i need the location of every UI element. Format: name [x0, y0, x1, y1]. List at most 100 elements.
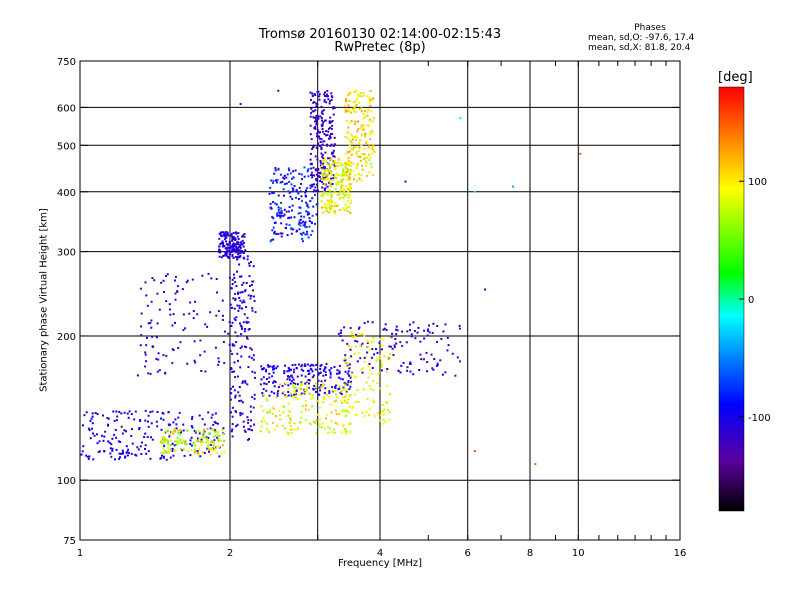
data-point — [290, 394, 293, 397]
data-point — [354, 135, 356, 138]
data-point — [329, 373, 332, 376]
data-point — [330, 170, 333, 173]
data-point — [322, 369, 325, 372]
data-point — [230, 325, 233, 327]
data-point — [247, 328, 250, 331]
data-point — [235, 232, 238, 235]
data-point — [292, 176, 295, 179]
data-point — [233, 361, 236, 364]
data-point — [218, 251, 221, 253]
data-point — [353, 375, 356, 378]
data-point — [317, 379, 320, 382]
data-point — [149, 411, 152, 414]
data-point — [322, 159, 325, 162]
data-point — [353, 110, 355, 113]
data-point — [150, 300, 153, 303]
data-point — [234, 297, 237, 300]
data-point — [304, 399, 307, 402]
data-point — [372, 173, 374, 176]
data-point — [378, 357, 381, 360]
data-point — [224, 247, 227, 250]
data-point — [347, 194, 350, 197]
data-point — [208, 448, 211, 451]
data-point — [139, 445, 142, 448]
data-point — [197, 437, 199, 440]
data-point — [312, 205, 315, 208]
data-point — [175, 423, 178, 426]
data-point — [362, 125, 365, 128]
data-point — [352, 107, 354, 110]
data-point — [309, 124, 312, 127]
data-point — [332, 210, 335, 213]
data-point — [342, 409, 345, 412]
data-point — [121, 449, 124, 452]
data-point — [189, 301, 192, 304]
data-point — [315, 390, 317, 393]
data-point — [240, 242, 243, 245]
data-point — [245, 321, 248, 324]
data-point — [348, 388, 351, 391]
data-point — [220, 256, 223, 259]
data-point — [330, 403, 333, 406]
data-point — [237, 241, 240, 244]
data-point — [309, 187, 312, 190]
data-point — [309, 91, 312, 94]
data-point — [235, 242, 238, 245]
data-point — [242, 425, 245, 428]
data-point — [203, 451, 206, 454]
data-point — [98, 440, 101, 443]
data-point — [361, 411, 364, 414]
data-point — [409, 370, 412, 373]
data-point — [348, 411, 350, 414]
data-point — [231, 249, 234, 252]
data-point — [322, 384, 325, 386]
data-point — [328, 184, 331, 187]
data-point — [250, 419, 253, 422]
data-point — [248, 262, 251, 265]
data-point — [239, 245, 242, 248]
data-point — [352, 405, 355, 408]
data-point — [323, 183, 326, 185]
data-point — [344, 410, 347, 412]
data-point — [260, 378, 263, 381]
data-point — [244, 290, 247, 293]
data-point — [346, 342, 349, 345]
data-point — [312, 190, 315, 193]
data-point — [324, 173, 327, 176]
data-point — [335, 400, 338, 403]
data-point — [231, 243, 234, 246]
data-point — [359, 139, 362, 142]
data-point — [217, 357, 220, 360]
data-point — [262, 388, 265, 391]
phase-stat-x-label: mean, sd,X: — [588, 43, 642, 53]
data-point — [191, 417, 193, 420]
data-point — [315, 385, 318, 388]
data-point — [370, 130, 373, 132]
data-point — [348, 395, 351, 398]
data-point — [340, 399, 343, 402]
data-point — [283, 213, 286, 216]
data-point — [229, 387, 232, 390]
data-point — [231, 321, 234, 324]
data-point — [315, 203, 318, 206]
data-point — [328, 120, 331, 123]
data-point — [271, 229, 274, 232]
data-point — [373, 353, 376, 356]
data-point — [240, 399, 243, 402]
data-point — [294, 363, 297, 366]
data-point — [329, 210, 331, 213]
data-point — [310, 174, 313, 176]
data-point — [323, 100, 326, 103]
data-point — [363, 153, 366, 156]
data-point — [344, 361, 347, 364]
data-point — [218, 255, 221, 258]
data-point — [328, 199, 331, 202]
data-point — [384, 420, 387, 423]
data-point — [179, 433, 182, 436]
data-point — [310, 98, 312, 101]
data-point — [329, 207, 331, 210]
data-point — [198, 437, 201, 439]
data-point — [94, 412, 97, 414]
data-point — [341, 185, 344, 187]
data-point — [146, 436, 149, 438]
